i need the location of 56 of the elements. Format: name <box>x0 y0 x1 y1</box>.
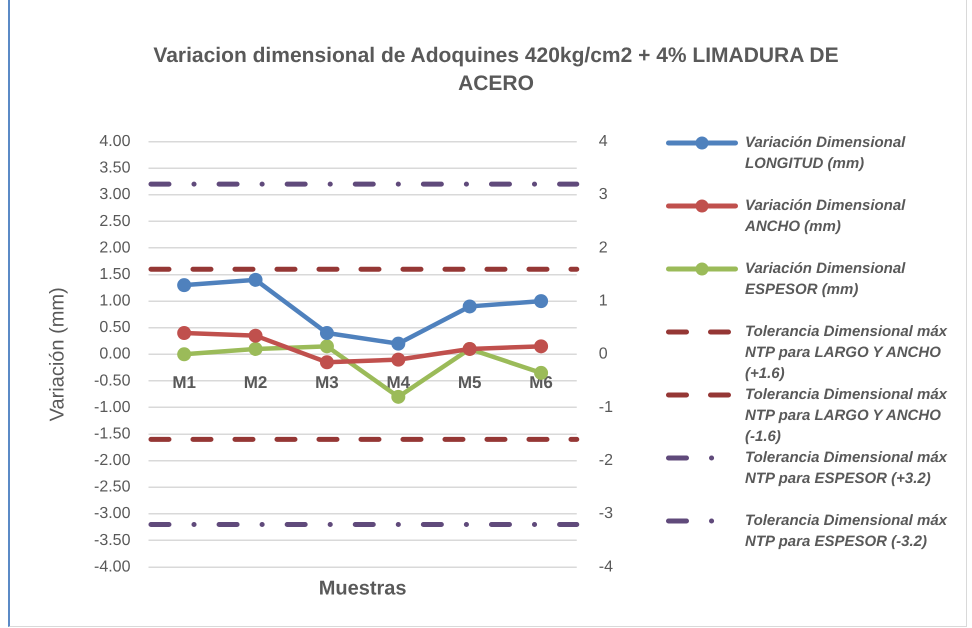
y2-tick-label: 3 <box>598 186 608 204</box>
x-tick-label: M3 <box>315 373 339 392</box>
legend-label: Tolerancia Dimensional máx NTP para ESPESOR (+3.2) <box>745 448 948 489</box>
legend-label: Variación Dimensional ANCHO (mm) <box>745 196 906 237</box>
point <box>248 272 263 287</box>
point <box>534 294 548 308</box>
point <box>391 390 406 404</box>
y2-tick-label: 1 <box>598 292 608 310</box>
y-tick-label: -2.50 <box>94 478 131 496</box>
ref-line-label: Tolerancia Dimensional máx NTP para ESPESOR (-3.2) <box>745 511 948 552</box>
y-tick-label: 4.00 <box>99 133 131 150</box>
point <box>248 342 263 356</box>
point <box>320 326 334 340</box>
x-tick-label: M4 <box>386 373 411 392</box>
point <box>177 326 192 340</box>
y2-tick-label: -2 <box>598 452 614 470</box>
legend-label: Tolerancia Dimensional máx NTP para LARGO Y ANCHO (-1.6) <box>745 385 948 447</box>
legend-label: Variación Dimensional ESPESOR (mm) <box>745 259 906 300</box>
y-tick-label: -4.00 <box>94 558 131 576</box>
y2-tick-label: 4 <box>598 133 608 150</box>
point <box>177 347 192 362</box>
y-tick-label: -3.00 <box>94 505 131 522</box>
y2-tick-label: 2 <box>598 239 608 256</box>
y-tick-label: -1.50 <box>94 425 131 442</box>
point <box>391 352 406 367</box>
y-tick-label: 1.50 <box>99 266 131 283</box>
x-tick-label: M5 <box>458 373 482 392</box>
y-tick-label: -0.50 <box>94 372 131 390</box>
y2-tick-label: -4 <box>598 558 614 576</box>
y-tick-label: -1.00 <box>94 398 131 416</box>
y-tick-label: 3.00 <box>99 186 131 204</box>
y-tick-label: 1.00 <box>99 292 131 310</box>
y-tick-label: 0.00 <box>99 346 131 363</box>
y-tick-label: 3.50 <box>99 160 131 177</box>
x-tick-label: M1 <box>172 373 196 392</box>
legend-label: Variación Dimensional LONGITUD (mm) <box>745 133 906 174</box>
y2-tick-label: -1 <box>598 398 614 416</box>
x-axis-title: Muestras <box>318 578 407 600</box>
y-tick-label: -2.00 <box>94 452 131 470</box>
chart-title: Variacion dimensional de Adoquines 420kg/cm2 + 4% LIMADURA DE ACERO <box>152 43 840 97</box>
y-tick-label: 2.50 <box>99 212 131 230</box>
point <box>462 299 477 314</box>
point <box>320 339 334 354</box>
y2-tick-label: -3 <box>598 505 614 522</box>
legend-label: Tolerancia Dimensional máx NTP para LARGO Y ANCHO (+1.6) <box>745 322 948 384</box>
y-tick-label: 0.50 <box>99 319 131 336</box>
point <box>177 278 192 292</box>
y2-tick-label: 0 <box>598 346 608 363</box>
point <box>534 339 548 354</box>
y-axis-title: Variación (mm) <box>46 287 69 422</box>
point <box>320 355 334 370</box>
point <box>248 328 263 343</box>
x-tick-label: M2 <box>244 373 268 392</box>
y-tick-label: 2.00 <box>99 239 131 256</box>
y-tick-label: -3.50 <box>94 532 131 549</box>
point <box>391 336 406 351</box>
